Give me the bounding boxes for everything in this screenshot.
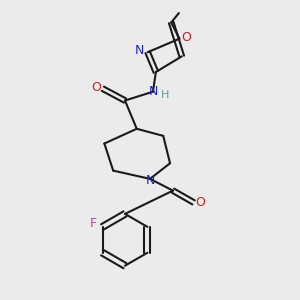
Text: F: F [89,217,97,230]
Text: O: O [195,196,205,209]
Text: N: N [145,174,155,187]
Text: N: N [135,44,144,57]
Text: O: O [92,81,101,94]
Text: N: N [148,85,158,98]
Text: O: O [181,31,191,44]
Text: H: H [161,90,170,100]
